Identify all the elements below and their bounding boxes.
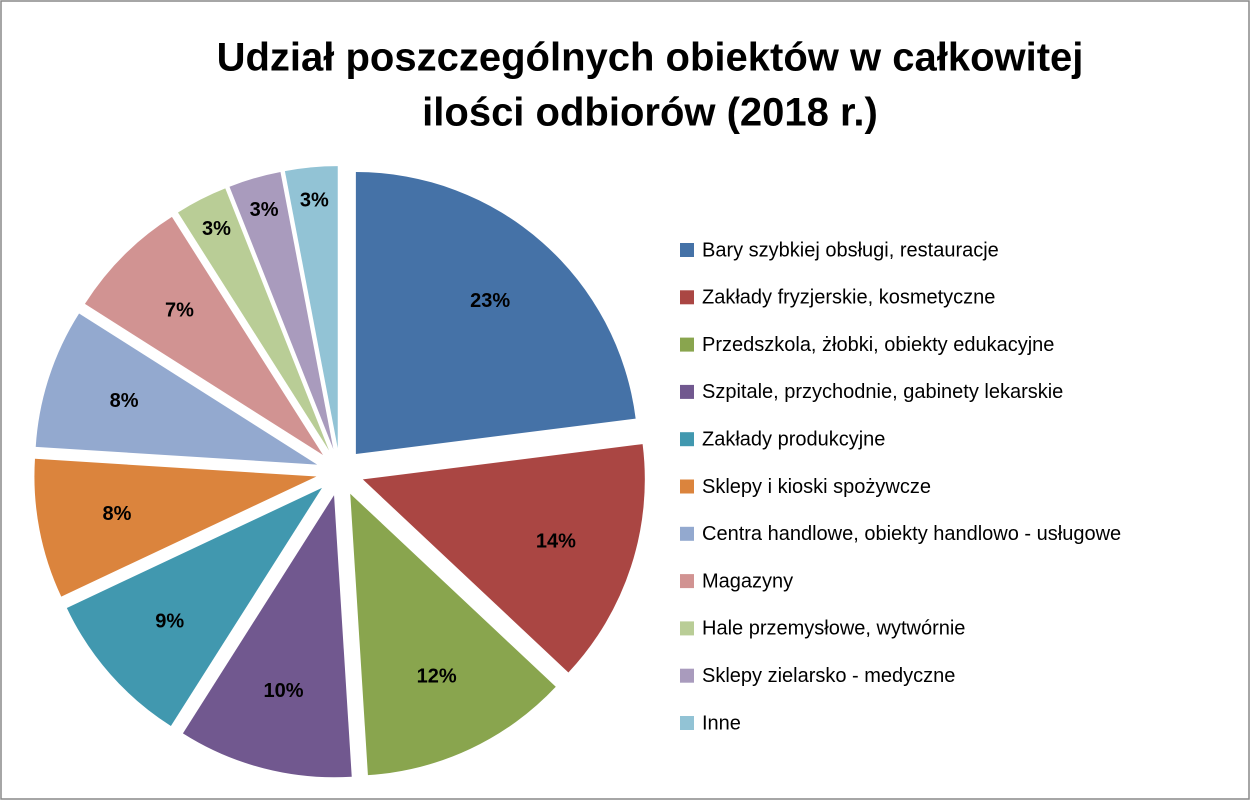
- pie-slice: [66, 487, 322, 726]
- data-label: 10%: [264, 680, 304, 702]
- pie-slice: [84, 216, 324, 456]
- legend-swatch: [680, 432, 694, 447]
- pie-slice: [362, 444, 645, 673]
- legend-swatch: [680, 716, 694, 730]
- pie-slice: [182, 495, 352, 778]
- legend-swatch: [680, 526, 694, 541]
- chart-title: ilości odbiorów (2018 r.): [422, 91, 878, 135]
- pie-slice: [229, 171, 334, 449]
- legend-swatch: [680, 479, 694, 494]
- legend-swatch: [680, 384, 694, 399]
- legend-swatch: [680, 668, 694, 683]
- legend-label: Magazyny: [702, 570, 793, 592]
- legend-label: Sklepy i kioski spożywcze: [702, 476, 931, 498]
- legend-label: Sklepy zielarsko - medyczne: [702, 665, 955, 687]
- legend-label: Hale przemysłowe, wytwórnie: [702, 618, 965, 640]
- legend-swatch: [680, 574, 694, 589]
- pie-slice: [284, 166, 338, 449]
- chart-title: Udział poszczególnych obiektów w całkowi…: [217, 36, 1084, 80]
- pie-slice: [350, 493, 556, 776]
- legend-swatch: [680, 243, 694, 257]
- legend-swatch: [680, 621, 694, 636]
- legend-label: Inne: [702, 712, 741, 734]
- data-label: 23%: [470, 290, 510, 312]
- legend-label: Zakłady produkcyjne: [702, 428, 885, 450]
- data-label: 3%: [300, 189, 329, 211]
- data-label: 3%: [202, 218, 231, 240]
- data-label: 12%: [417, 666, 457, 688]
- legend-label: Przedszkola, żłobki, obiekty edukacyjne: [702, 334, 1054, 356]
- pie-slice: [35, 313, 318, 465]
- legend-swatch: [680, 290, 694, 305]
- data-label: 9%: [155, 610, 184, 632]
- legend-swatch: [680, 337, 694, 352]
- data-label: 7%: [165, 300, 194, 322]
- data-label: 14%: [536, 530, 576, 552]
- legend-label: Bary szybkiej obsługi, restauracje: [702, 239, 999, 261]
- legend-label: Szpitale, przychodnie, gabinety lekarski…: [702, 381, 1063, 403]
- data-label: 8%: [103, 503, 132, 525]
- data-label: 3%: [250, 199, 279, 221]
- legend-label: Centra handlowe, obiekty handlowo - usłu…: [702, 523, 1121, 545]
- data-label: 8%: [110, 390, 139, 412]
- pie-slice: [34, 458, 317, 597]
- pie-slice: [355, 171, 636, 454]
- legend-label: Zakłady fryzjerskie, kosmetyczne: [702, 287, 995, 309]
- pie-slice: [178, 188, 330, 451]
